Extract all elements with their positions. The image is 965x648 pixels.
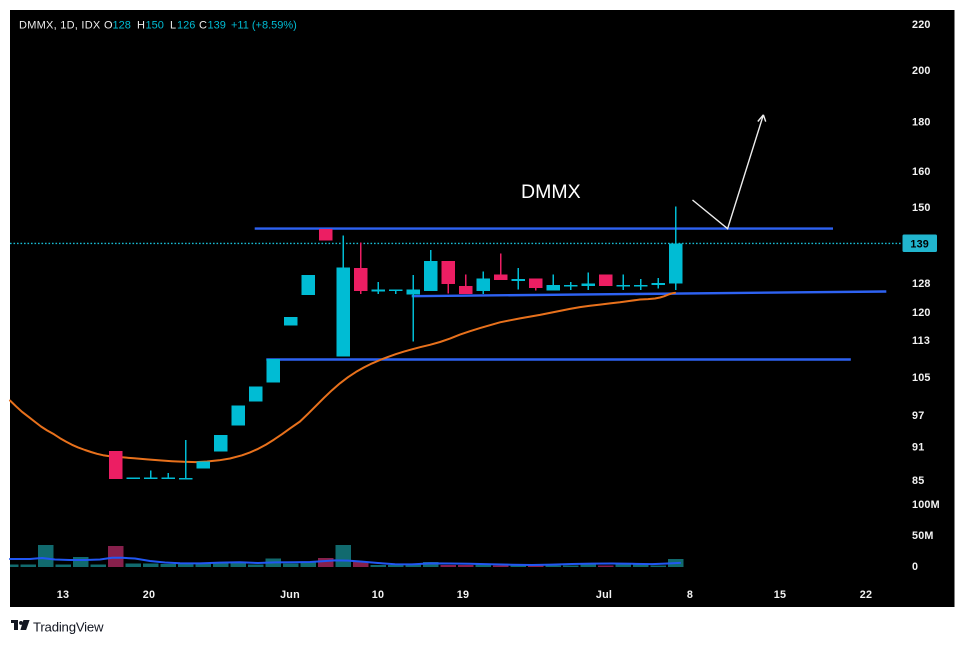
svg-text:128: 128 <box>912 278 931 290</box>
svg-text:200: 200 <box>912 65 931 77</box>
svg-text:13: 13 <box>57 589 69 601</box>
svg-text:120: 120 <box>912 307 931 319</box>
svg-text:85: 85 <box>912 475 924 487</box>
svg-text:150: 150 <box>146 20 164 32</box>
svg-text:DMMX: DMMX <box>521 181 581 203</box>
svg-text:50M: 50M <box>912 530 934 542</box>
svg-text:126: 126 <box>177 20 195 32</box>
svg-text:TradingView: TradingView <box>33 619 104 634</box>
svg-text:139: 139 <box>208 20 226 32</box>
svg-text:113: 113 <box>912 335 930 347</box>
svg-text:150: 150 <box>912 202 931 214</box>
svg-text:105: 105 <box>912 372 931 384</box>
svg-text:139: 139 <box>910 239 929 251</box>
svg-text:0: 0 <box>912 561 918 573</box>
svg-text:10: 10 <box>372 589 384 601</box>
svg-text:L: L <box>170 20 176 32</box>
svg-text:20: 20 <box>143 589 155 601</box>
svg-text:220: 220 <box>912 19 931 31</box>
svg-text:Jun: Jun <box>280 589 300 601</box>
svg-text:15: 15 <box>774 589 786 601</box>
svg-text:+11 (+8.59%): +11 (+8.59%) <box>231 20 297 32</box>
svg-text:DMMX, 1D, IDX: DMMX, 1D, IDX <box>19 20 101 32</box>
svg-text:100M: 100M <box>912 499 940 511</box>
svg-text:128: 128 <box>113 20 131 32</box>
svg-text:97: 97 <box>912 410 924 422</box>
svg-text:160: 160 <box>912 166 931 178</box>
svg-text:O: O <box>104 20 113 32</box>
svg-text:19: 19 <box>457 589 469 601</box>
svg-text:C: C <box>199 20 207 32</box>
svg-text:22: 22 <box>860 589 872 601</box>
svg-text:180: 180 <box>912 116 931 128</box>
svg-text:91: 91 <box>912 441 924 453</box>
svg-text:8: 8 <box>687 589 693 601</box>
svg-text:Jul: Jul <box>596 589 612 601</box>
svg-text:H: H <box>137 20 145 32</box>
